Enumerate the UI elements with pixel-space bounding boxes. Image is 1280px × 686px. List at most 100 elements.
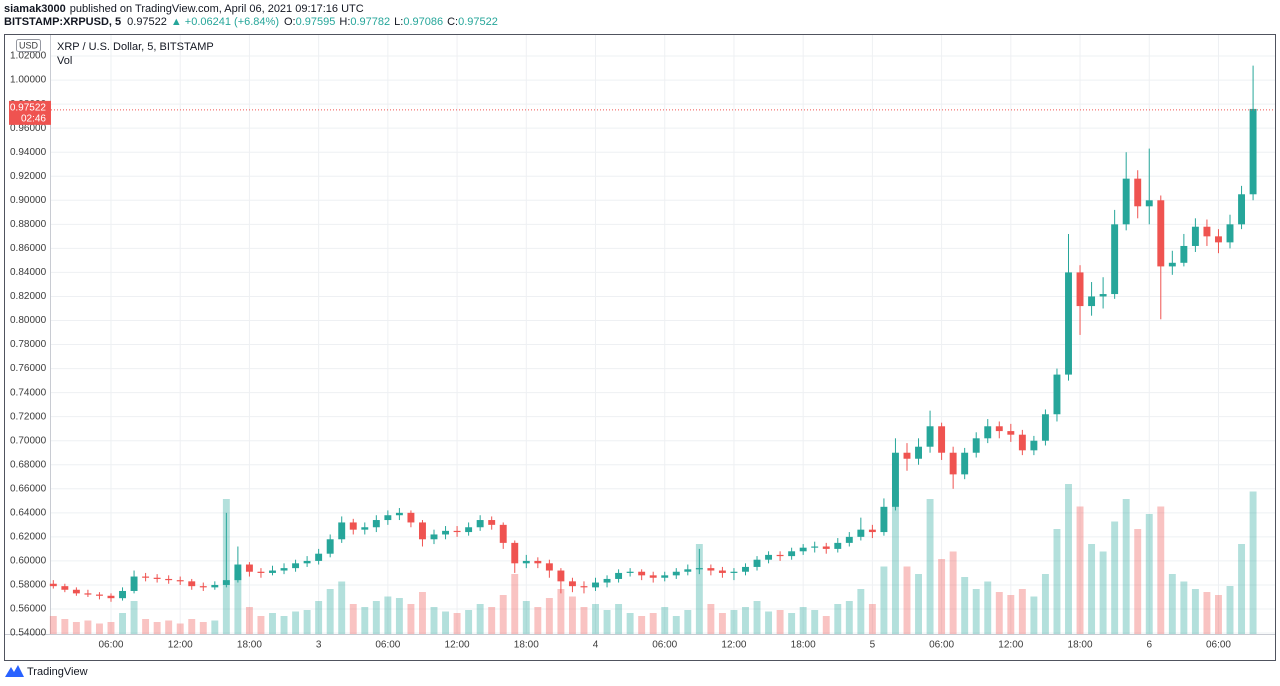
candle-body xyxy=(995,426,1003,432)
y-tick-label: 0.72000 xyxy=(10,411,47,422)
candle-body xyxy=(926,426,934,447)
y-tick-label: 0.74000 xyxy=(10,387,47,398)
candle-body xyxy=(788,551,796,557)
volume-bar xyxy=(695,544,703,634)
candle-body xyxy=(730,571,738,573)
volume-bar xyxy=(384,596,392,634)
volume-bar xyxy=(407,604,415,634)
candle-body xyxy=(1157,200,1165,267)
candle-body xyxy=(672,571,680,576)
y-tick-label: 0.80000 xyxy=(10,315,47,326)
volume-bar xyxy=(280,616,288,634)
x-tick-label: 12:00 xyxy=(998,640,1023,651)
volume-bar xyxy=(1215,595,1222,634)
candle-body xyxy=(638,571,646,576)
x-tick-label: 12:00 xyxy=(168,640,193,651)
currency: USD xyxy=(19,40,39,50)
candle-body xyxy=(1191,226,1199,246)
candle-body xyxy=(1076,272,1084,307)
close: 0.97522 xyxy=(458,16,498,28)
candle-body xyxy=(961,452,969,475)
volume-bar xyxy=(718,613,726,634)
candle-body xyxy=(176,580,184,582)
volume-bar xyxy=(349,604,357,634)
countdown: 02:46 xyxy=(21,114,46,125)
volume-bar xyxy=(107,622,115,634)
volume-bar xyxy=(788,613,796,634)
candle-body xyxy=(822,546,830,549)
volume-bar xyxy=(672,616,680,634)
volume-bar xyxy=(534,607,542,634)
candle-body xyxy=(568,581,576,587)
y-tick-label: 0.58000 xyxy=(10,580,47,591)
header-line: siamak3000 published on TradingView.com, … xyxy=(4,3,364,15)
candle-body xyxy=(903,452,911,459)
candle-body xyxy=(95,594,103,596)
candle-body xyxy=(234,564,242,581)
candle-body xyxy=(211,584,219,588)
published: published on TradingView.com, April 06, … xyxy=(70,3,364,15)
candle-body xyxy=(592,582,599,588)
volume-bar xyxy=(165,620,173,634)
candle-body xyxy=(72,589,80,594)
volume-bar xyxy=(1203,592,1211,634)
candle-layer xyxy=(49,65,1275,602)
candle-body xyxy=(845,536,853,543)
candle-body xyxy=(834,542,842,549)
volume-bar xyxy=(684,610,692,634)
x-tick-label: 18:00 xyxy=(791,640,816,651)
y-tick-label: 1.00000 xyxy=(10,75,47,86)
volume-bar xyxy=(269,613,276,634)
candle-body xyxy=(222,580,230,585)
volume-bar xyxy=(95,623,103,634)
y-tick-label: 0.76000 xyxy=(10,363,47,374)
candle-body xyxy=(811,546,819,548)
volume-bar xyxy=(661,607,669,634)
volume-bar xyxy=(915,574,922,634)
volume-bar xyxy=(361,607,369,634)
candle-body xyxy=(1134,178,1142,207)
chart-title: XRP / U.S. Dollar, 5, BITSTAMP xyxy=(57,41,214,53)
x-tick-label: 3 xyxy=(316,640,322,651)
volume-bar xyxy=(603,610,611,634)
last-price: 0.97522 xyxy=(127,16,167,28)
volume-bar xyxy=(903,566,911,634)
high: 0.97782 xyxy=(350,16,390,28)
candle-body xyxy=(430,534,438,540)
candle-body xyxy=(522,560,530,564)
candle-body xyxy=(1065,272,1072,375)
volume-bar xyxy=(1226,586,1234,634)
volume-bar xyxy=(142,619,150,634)
volume-bar xyxy=(799,607,807,634)
candle-body xyxy=(465,527,473,533)
volume-bar xyxy=(153,622,161,634)
y-tick-label: 0.82000 xyxy=(10,291,47,302)
volume-bar xyxy=(84,620,92,634)
high-label: H: xyxy=(339,16,350,28)
volume-bar xyxy=(453,613,461,634)
volume-bar xyxy=(199,622,207,634)
candle-body xyxy=(1145,200,1153,207)
candle-body xyxy=(880,506,888,533)
candle-body xyxy=(280,568,288,571)
candle-body xyxy=(165,578,173,581)
x-tick-label: 06:00 xyxy=(375,640,400,651)
candle-body xyxy=(718,570,726,573)
candle-body xyxy=(199,586,207,588)
candle-body xyxy=(938,426,946,453)
x-tick-label: 06:00 xyxy=(98,640,123,651)
candle-body xyxy=(603,578,611,583)
volume-bar xyxy=(511,574,519,634)
label-layer: 0.54000 0.56000 0.58000 0.60000 0.62000 0.640… xyxy=(9,51,1231,651)
x-tick-label: 4 xyxy=(593,640,599,651)
x-tick-label: 18:00 xyxy=(1068,640,1093,651)
volume-bar xyxy=(949,551,957,634)
volume-label: Vol xyxy=(57,55,72,67)
author: siamak3000 xyxy=(4,3,66,15)
open-label: O: xyxy=(284,16,296,28)
volume-bar xyxy=(730,610,738,634)
candle-body xyxy=(395,512,403,516)
candle-body xyxy=(153,577,161,579)
candle-body xyxy=(868,529,876,533)
candle-body xyxy=(915,446,922,459)
